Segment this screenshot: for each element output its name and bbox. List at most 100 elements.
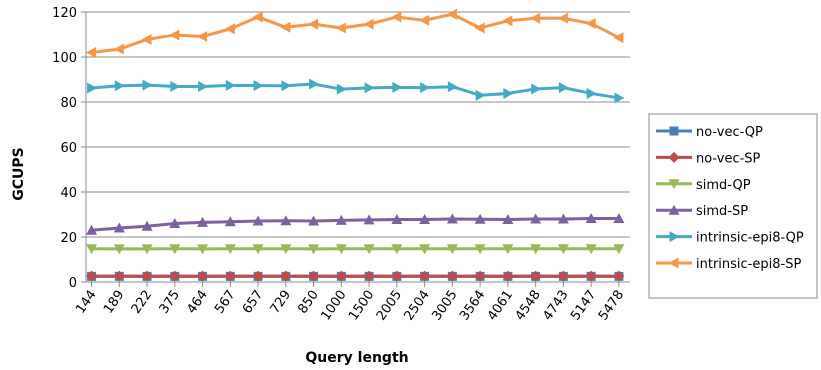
data-point <box>586 87 597 99</box>
data-point <box>530 244 542 255</box>
data-point <box>169 29 180 41</box>
data-point <box>308 18 319 30</box>
data-point <box>113 43 124 55</box>
x-tick-label: 189 <box>101 288 128 317</box>
data-point <box>113 222 125 233</box>
data-point <box>557 270 569 282</box>
legend-swatch-marker <box>668 204 680 215</box>
data-point <box>363 18 374 30</box>
data-point <box>420 82 431 94</box>
data-point <box>446 270 458 282</box>
legend-box <box>648 113 818 299</box>
data-point <box>391 213 403 224</box>
axes <box>85 12 630 287</box>
data-point <box>531 83 542 95</box>
data-point <box>141 220 153 231</box>
data-point <box>252 11 263 23</box>
data-point <box>86 47 97 58</box>
data-point <box>197 31 208 43</box>
x-axis-title: Query length <box>305 350 408 366</box>
data-point <box>558 82 569 94</box>
legend-swatch-marker <box>668 257 679 269</box>
legend-label: no-vec-QP <box>696 125 763 140</box>
data-point <box>391 11 402 23</box>
data-point <box>253 80 264 92</box>
data-point <box>585 17 596 29</box>
x-tick-label: 5147 <box>568 288 599 324</box>
x-tick-labels: 144 189 222 375 464 567 657 729 8501000150020052… <box>73 288 627 324</box>
x-tick-label: 464 <box>184 288 211 317</box>
data-point <box>336 83 347 95</box>
data-point <box>224 216 236 227</box>
data-point <box>502 15 513 27</box>
data-point <box>197 216 209 227</box>
series-simd-QP <box>86 244 625 255</box>
data-point <box>447 81 458 93</box>
data-point <box>530 270 542 282</box>
legend-swatch-marker <box>669 231 680 243</box>
data-point <box>224 244 236 255</box>
y-tick-label: 0 <box>69 276 77 291</box>
data-point <box>309 78 320 90</box>
legend-item: simd-QP <box>656 178 751 193</box>
data-point <box>308 244 320 255</box>
legend-item: intrinsic-epi8-QP <box>656 231 804 246</box>
x-tick-label: 4061 <box>485 288 516 324</box>
data-point <box>363 270 375 282</box>
series-intrinsic-epi8-SP <box>86 8 624 58</box>
data-point <box>335 270 347 282</box>
data-point <box>169 270 181 282</box>
data-point <box>280 215 292 226</box>
data-point <box>419 213 431 224</box>
legend-item: simd-SP <box>656 204 748 219</box>
x-tick-label: 4743 <box>540 288 571 324</box>
data-point <box>530 12 541 24</box>
data-point <box>170 80 181 92</box>
data-point <box>363 214 375 225</box>
x-tick-label: 3564 <box>457 288 488 324</box>
data-point <box>252 270 264 282</box>
data-point <box>335 244 347 255</box>
data-point <box>224 23 235 35</box>
data-point <box>280 244 292 255</box>
data-point <box>252 244 264 255</box>
x-tick-label: 375 <box>157 288 184 317</box>
data-point <box>530 213 542 224</box>
data-point <box>419 270 431 282</box>
legend-label: simd-SP <box>696 204 748 219</box>
x-tick-label: 222 <box>129 288 156 317</box>
legend-swatch-marker <box>669 126 679 136</box>
legend-item: no-vec-QP <box>656 125 763 140</box>
data-point <box>308 215 320 226</box>
data-point <box>585 213 597 224</box>
data-point <box>280 21 291 33</box>
x-tick-label: 1000 <box>318 288 349 324</box>
y-tick-label: 20 <box>60 231 77 246</box>
data-point <box>87 82 98 94</box>
data-point <box>252 215 264 226</box>
data-point <box>197 270 209 282</box>
data-point <box>225 79 236 91</box>
data-point <box>280 270 292 282</box>
x-tick-label: 3005 <box>429 288 460 324</box>
data-point <box>142 79 153 91</box>
data-point <box>169 244 181 255</box>
data-point <box>613 244 625 255</box>
data-point <box>141 33 152 45</box>
data-point <box>391 244 403 255</box>
legend-label: no-vec-SP <box>696 151 761 166</box>
data-point <box>281 80 292 92</box>
x-tick-label: 729 <box>268 288 295 317</box>
x-tick-label: 2504 <box>402 288 433 324</box>
data-point <box>197 244 209 255</box>
x-tick-label: 144 <box>73 288 100 317</box>
y-tick-label: 60 <box>60 141 77 156</box>
x-tick-label: 850 <box>295 288 322 317</box>
data-point <box>446 244 458 255</box>
data-point <box>86 270 98 282</box>
data-point <box>169 218 181 228</box>
x-tick-label: 567 <box>212 288 239 317</box>
data-point <box>113 244 125 255</box>
data-point <box>614 92 625 104</box>
